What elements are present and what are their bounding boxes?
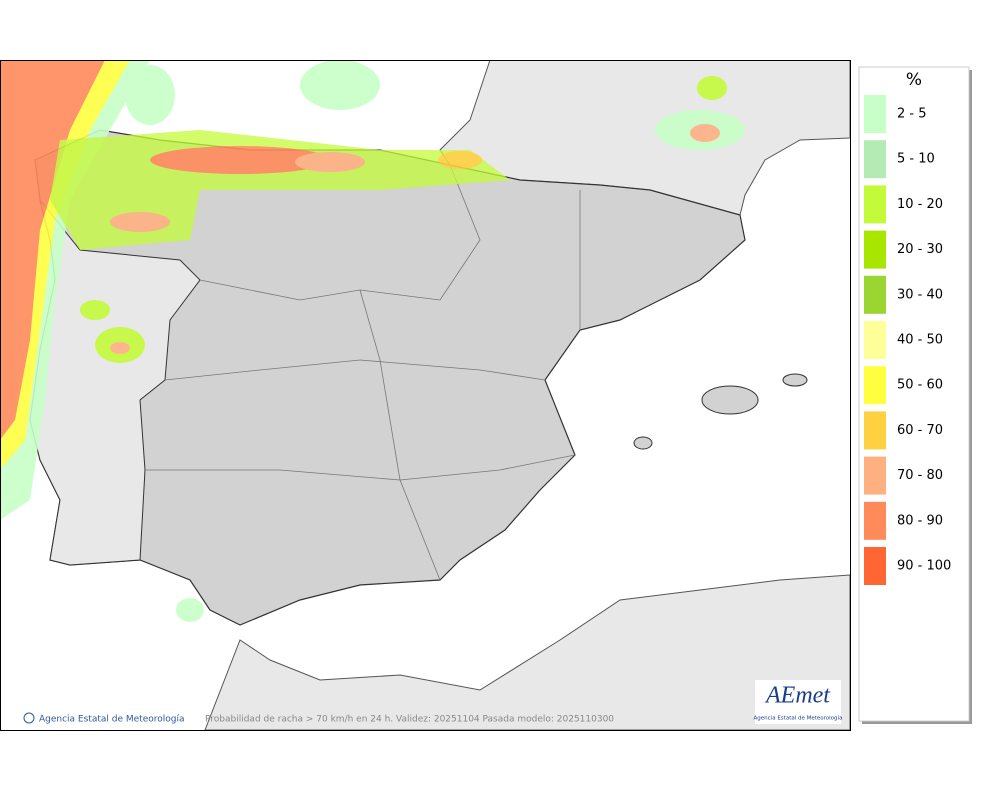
legend-swatch — [864, 411, 886, 450]
mallorca — [701, 385, 759, 415]
legend-label: 40 - 50 — [897, 333, 943, 348]
legend-swatch — [864, 275, 886, 314]
legend-swatch — [864, 140, 886, 179]
copyright-icon — [23, 712, 35, 724]
legend-swatch — [864, 321, 886, 359]
legend-label: 20 - 30 — [897, 242, 943, 257]
legend-items: 2 - 5 5 - 10 10 - 20 20 - 30 30 - 40 40 - 50 5… — [864, 95, 951, 585]
legend-swatch — [864, 230, 886, 269]
legend-label: 2 - 5 — [897, 107, 927, 122]
legend-label: 10 - 20 — [897, 197, 943, 212]
legend-swatch — [864, 456, 886, 495]
menorca — [782, 373, 808, 387]
logo-name: AEmet — [764, 683, 831, 709]
logo: AEmet Agencia Estatal de Meteorología — [754, 680, 843, 724]
credit: Agencia Estatal de Meteorología — [39, 715, 185, 725]
legend-label: 30 - 40 — [897, 287, 943, 302]
logo-subtitle: Agencia Estatal de Meteorología — [754, 715, 843, 722]
ibiza — [633, 436, 653, 450]
legend-label: 50 - 60 — [897, 378, 943, 393]
legend-title: % — [906, 70, 922, 90]
legend-swatch — [864, 95, 886, 133]
map — [0, 60, 850, 730]
map-frame — [0, 60, 851, 731]
legend-label: 90 - 100 — [897, 559, 951, 574]
legend-label: 70 - 80 — [897, 468, 943, 483]
africa — [204, 574, 850, 730]
legend-label: 5 - 10 — [897, 152, 935, 167]
legend-label: 60 - 70 — [897, 423, 943, 438]
legend-swatch — [864, 547, 886, 585]
probability-overlay — [0, 60, 745, 622]
caption: Probabilidad de racha > 70 km/h en 24 h.… — [205, 715, 614, 725]
legend-label: 80 - 90 — [897, 513, 943, 528]
legend-swatch — [864, 501, 886, 540]
legend-swatch — [864, 366, 886, 405]
legend-swatch — [864, 185, 886, 224]
regions — [145, 164, 581, 581]
